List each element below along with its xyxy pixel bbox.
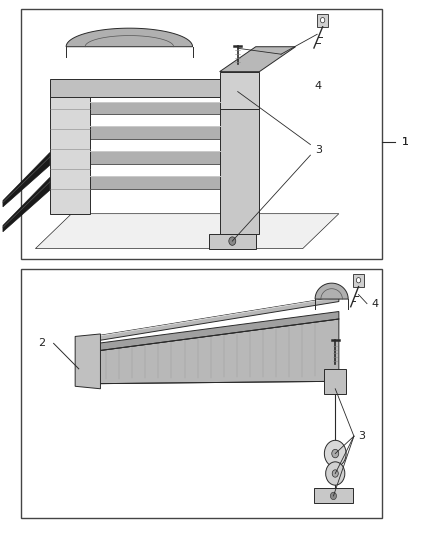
Polygon shape <box>219 47 296 71</box>
Circle shape <box>330 492 336 499</box>
Text: 4: 4 <box>371 298 378 309</box>
Polygon shape <box>93 311 339 351</box>
Circle shape <box>332 449 339 458</box>
Text: 4: 4 <box>315 81 322 91</box>
Polygon shape <box>50 84 90 214</box>
Polygon shape <box>35 214 339 248</box>
Text: 2: 2 <box>38 338 45 349</box>
Text: 1: 1 <box>402 137 409 147</box>
Polygon shape <box>90 102 219 114</box>
Polygon shape <box>50 79 219 96</box>
Polygon shape <box>90 176 219 189</box>
Polygon shape <box>317 13 328 27</box>
Text: 1: 1 <box>402 137 409 147</box>
Polygon shape <box>219 109 259 233</box>
Polygon shape <box>353 274 364 287</box>
Polygon shape <box>3 152 50 207</box>
Polygon shape <box>3 177 50 232</box>
Circle shape <box>229 237 236 245</box>
Circle shape <box>326 462 345 485</box>
Polygon shape <box>90 151 219 164</box>
Polygon shape <box>315 283 348 299</box>
Polygon shape <box>209 233 256 248</box>
Polygon shape <box>66 28 193 47</box>
Polygon shape <box>219 71 259 109</box>
Polygon shape <box>86 319 339 384</box>
Circle shape <box>357 278 361 283</box>
Polygon shape <box>90 126 219 139</box>
Circle shape <box>325 440 346 467</box>
Polygon shape <box>325 369 346 394</box>
Text: 3: 3 <box>315 145 322 155</box>
Circle shape <box>332 470 338 477</box>
Circle shape <box>321 18 325 23</box>
Polygon shape <box>314 488 353 503</box>
Polygon shape <box>75 334 100 389</box>
Text: 3: 3 <box>358 431 365 441</box>
Polygon shape <box>93 296 339 342</box>
